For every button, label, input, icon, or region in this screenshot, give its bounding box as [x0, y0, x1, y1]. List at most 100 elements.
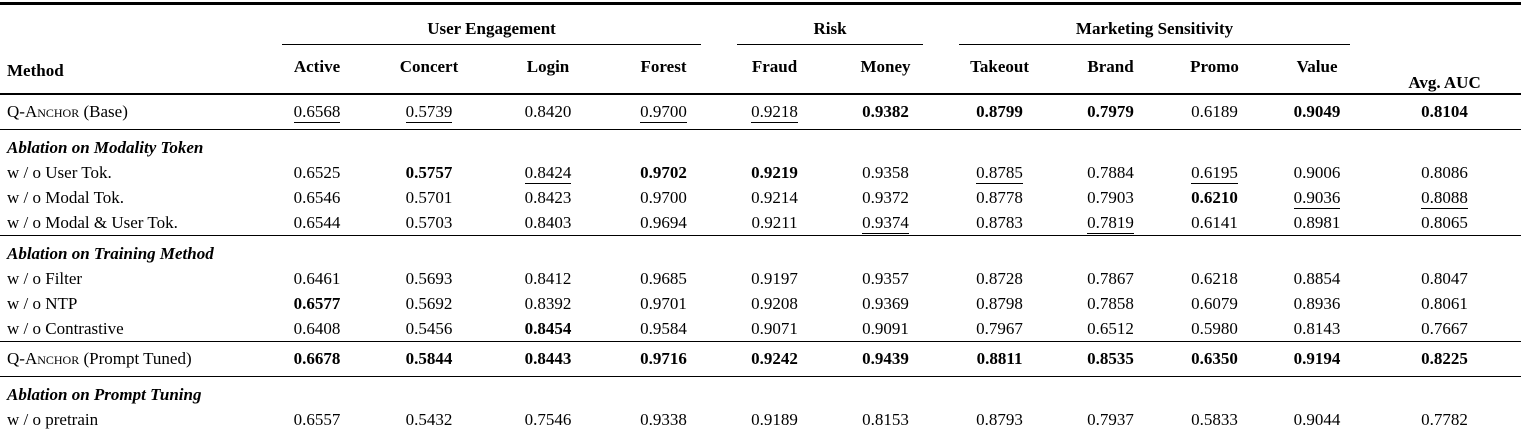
metric-value-best: 0.6577 — [293, 293, 341, 313]
metric-value-text: 0.8793 — [976, 409, 1023, 429]
table-row: Q-Anchor (Prompt Tuned) 0.6678 0.5844 0.844… — [0, 341, 1521, 377]
metric-value: 0.7967 — [941, 316, 1059, 342]
metric-value: 0.7667 — [1368, 316, 1521, 342]
method-label: w / o pretrain — [7, 409, 99, 429]
metric-value: 0.9369 — [830, 291, 941, 316]
metric-value-text: 0.8936 — [1293, 293, 1341, 313]
metric-value: 0.9208 — [719, 291, 830, 316]
method-label: w / o Filter — [7, 268, 83, 288]
metric-value-text: 0.9044 — [1293, 409, 1341, 429]
metric-value-text: 0.9208 — [751, 293, 798, 313]
method-name-smallcaps: Q-Anchor — [7, 102, 80, 121]
metric-value: 0.6577 — [264, 291, 370, 316]
metric-value-text: 0.8065 — [1421, 212, 1468, 232]
metric-value-text: 0.6141 — [1191, 212, 1238, 232]
metric-value-text: 0.8047 — [1421, 268, 1468, 288]
metric-value: 0.5701 — [370, 185, 488, 210]
metric-value-text: 0.9584 — [640, 318, 687, 338]
metric-value-second-best: 0.9218 — [751, 102, 798, 123]
col-header-forest: Forest — [608, 45, 720, 95]
metric-value-text: 0.7884 — [1087, 162, 1134, 182]
metric-value: 0.8728 — [941, 266, 1058, 291]
metric-value: 0.6568 — [264, 94, 370, 130]
col-header-money: Money — [830, 45, 942, 95]
metric-value: 0.8412 — [488, 266, 608, 291]
metric-value-text: 0.5703 — [405, 212, 453, 232]
metric-value: 0.5432 — [370, 407, 488, 432]
metric-value-best: 0.8104 — [1421, 102, 1468, 121]
metric-value: 0.8811 — [941, 341, 1059, 377]
metric-value-text: 0.6546 — [293, 187, 341, 207]
method-label: w / o Modal Tok. — [7, 187, 125, 207]
metric-value: 0.9044 — [1266, 407, 1368, 432]
metric-value-text: 0.5693 — [405, 268, 453, 288]
metric-value-text: 0.9357 — [862, 268, 909, 288]
metric-value: 0.8061 — [1368, 291, 1521, 316]
metric-value: 0.8936 — [1266, 291, 1368, 316]
metric-value-text: 0.6544 — [293, 212, 341, 232]
metric-value-second-best: 0.8424 — [524, 162, 572, 184]
metric-value: 0.8793 — [941, 407, 1058, 432]
metric-value-best: 0.8535 — [1087, 349, 1134, 368]
metric-value-best: 0.9242 — [751, 349, 798, 368]
metric-value: 0.5692 — [370, 291, 488, 316]
col-header-brand: Brand — [1058, 45, 1164, 95]
metric-value-best: 0.9194 — [1293, 349, 1341, 368]
metric-value-text: 0.5456 — [405, 318, 453, 338]
metric-value: 0.9218 — [719, 94, 831, 130]
metric-value: 0.5844 — [370, 341, 488, 377]
metric-value-text: 0.8086 — [1421, 162, 1468, 182]
metric-value: 0.8785 — [941, 160, 1058, 185]
metric-value: 0.7546 — [488, 407, 608, 432]
metric-value: 0.9584 — [608, 316, 720, 342]
metric-value: 0.9358 — [830, 160, 941, 185]
metric-value: 0.8443 — [488, 341, 608, 377]
method-name-smallcaps: Q-Anchor — [7, 349, 80, 368]
metric-value: 0.8778 — [941, 185, 1058, 210]
metric-value-text: 0.8423 — [524, 187, 572, 207]
metric-value: 0.8783 — [941, 210, 1059, 236]
metric-value-text: 0.8778 — [976, 187, 1023, 207]
method-label: Q-Anchor (Prompt Tuned) — [0, 341, 264, 377]
table-row: w / o Modal Tok. 0.6546 0.5701 0.8423 0.9700… — [0, 185, 1521, 210]
metric-value-text: 0.6461 — [293, 268, 341, 288]
metric-value: 0.5833 — [1163, 407, 1266, 432]
metric-value: 0.6218 — [1163, 266, 1266, 291]
metric-value: 0.5693 — [370, 266, 488, 291]
metric-value: 0.9700 — [608, 94, 720, 130]
metric-value-best: 0.8811 — [976, 349, 1023, 368]
metric-value: 0.8403 — [488, 210, 608, 236]
metric-value: 0.6079 — [1163, 291, 1266, 316]
metric-value-best: 0.8454 — [524, 318, 572, 338]
metric-value: 0.9006 — [1266, 160, 1368, 185]
metric-value-second-best: 0.9036 — [1293, 187, 1341, 209]
metric-value-text: 0.9369 — [862, 293, 909, 313]
metric-value-text: 0.9006 — [1293, 162, 1341, 182]
metric-value: 0.9685 — [608, 266, 719, 291]
metric-value: 0.8854 — [1266, 266, 1368, 291]
metric-value: 0.9242 — [719, 341, 831, 377]
section-title: Ablation on Training Method — [7, 244, 214, 263]
metric-value-text: 0.8728 — [976, 268, 1023, 288]
table-body: Q-Anchor (Base) 0.6568 0.5739 0.8420 0.9700 0… — [0, 94, 1521, 432]
metric-value: 0.7937 — [1058, 407, 1163, 432]
metric-value-text: 0.6218 — [1191, 268, 1238, 288]
metric-value: 0.9189 — [719, 407, 830, 432]
col-header-active: Active — [264, 45, 370, 95]
metric-value-text: 0.7903 — [1087, 187, 1134, 207]
metric-value-best: 0.9439 — [862, 349, 909, 368]
metric-value: 0.8981 — [1266, 210, 1369, 236]
metric-value-text: 0.7546 — [524, 409, 572, 429]
metric-value: 0.8454 — [488, 316, 608, 342]
metric-value: 0.9716 — [608, 341, 720, 377]
section-header-row: Ablation on Training Method — [0, 236, 1521, 267]
metric-value-text: 0.7858 — [1087, 293, 1134, 313]
metric-value: 0.8535 — [1058, 341, 1164, 377]
metric-value-text: 0.7782 — [1421, 409, 1468, 429]
metric-value: 0.6408 — [264, 316, 370, 342]
metric-value: 0.8088 — [1368, 185, 1521, 210]
metric-value-text: 0.8403 — [524, 212, 572, 232]
metric-value: 0.7782 — [1368, 407, 1521, 432]
metric-value: 0.9036 — [1266, 185, 1368, 210]
